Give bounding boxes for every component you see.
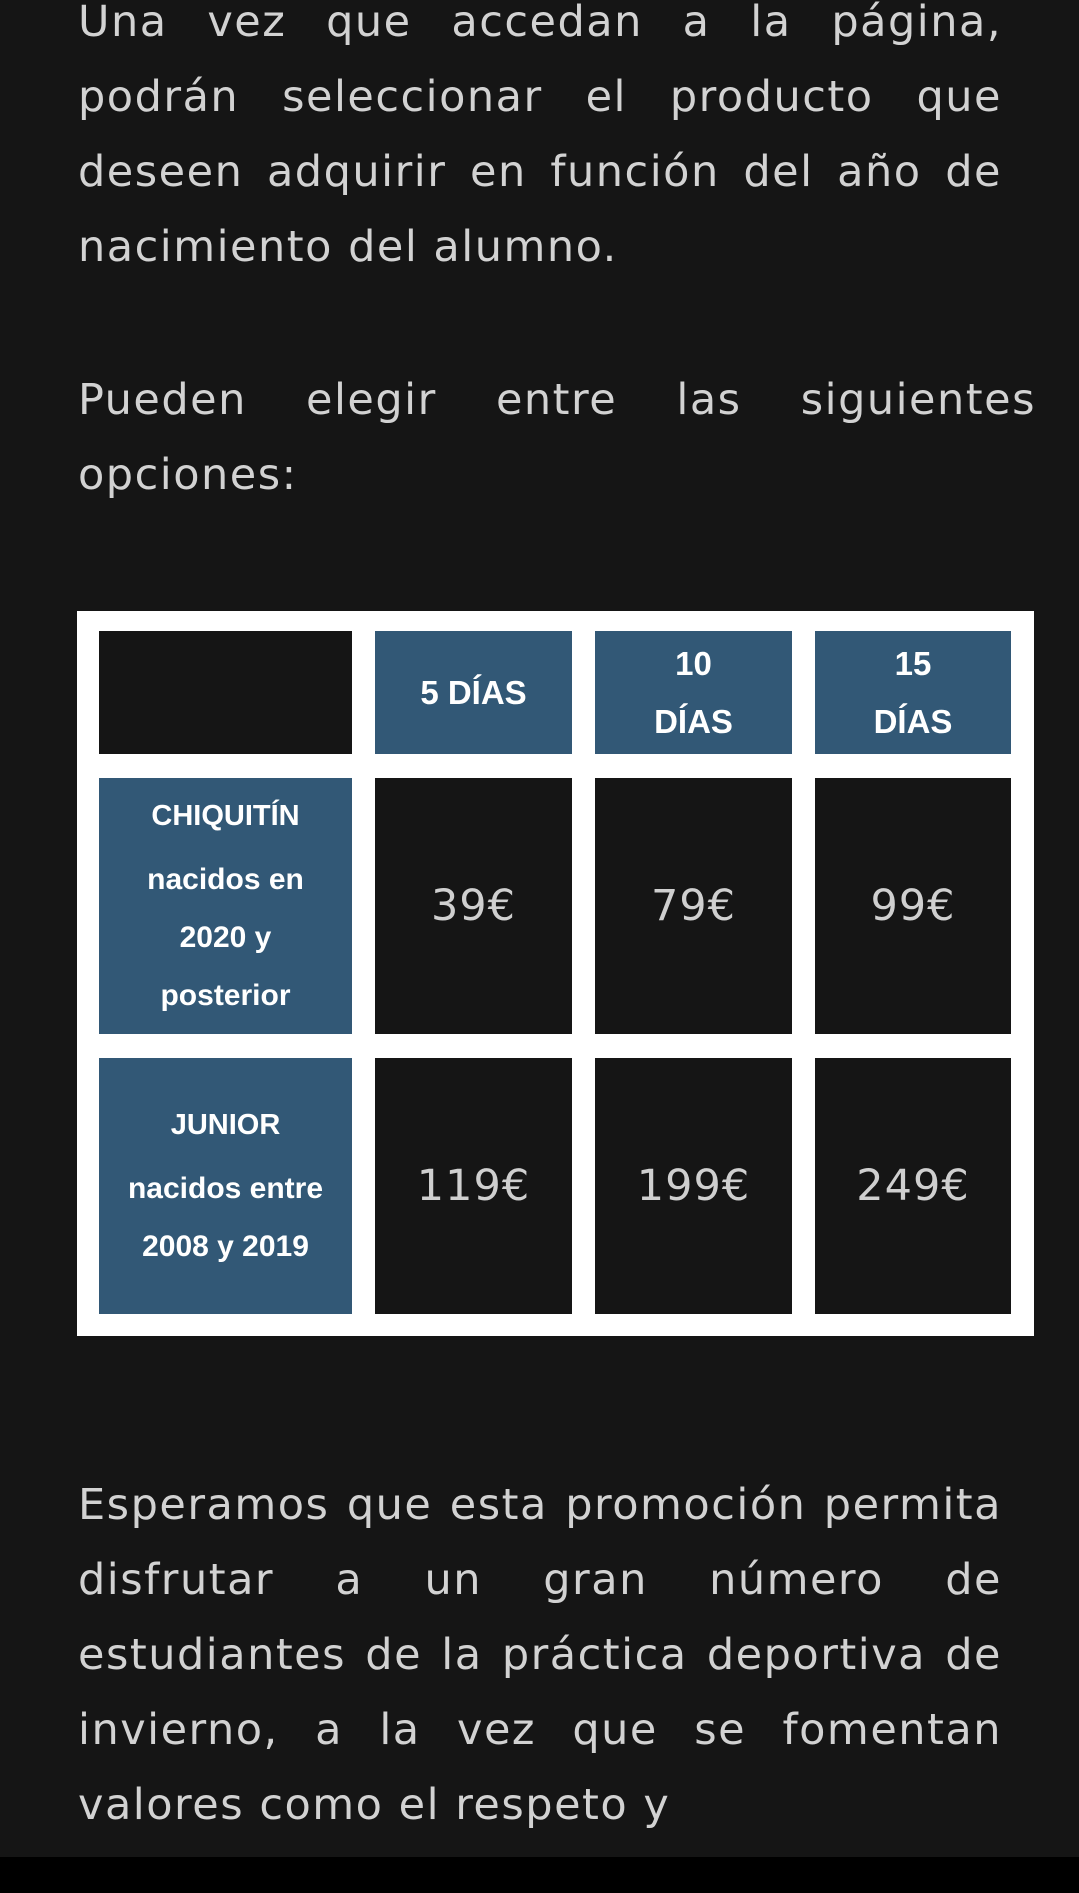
price-cell: 79€ [595,778,792,1034]
column-header-label: 10 DÍAS [654,644,733,740]
closing-paragraph: Esperamos que esta promoción permita dis… [78,1480,1002,1830]
price-cell: 119€ [375,1058,572,1314]
empty-corner-cell [99,631,352,754]
row-subtitle: nacidos entre 2008 y 2019 [127,1172,324,1263]
intro-paragraph: Una vez que accedan a la página, podrán … [78,0,1002,272]
row-title: CHIQUITÍN [151,800,300,832]
bottom-bar [0,1857,1079,1893]
column-header-label: 5 DÍAS [420,673,527,711]
price-cell: 99€ [815,778,1011,1034]
options-paragraph: Pueden elegir entre las siguientes opcio… [78,375,1036,500]
column-header-label: 15 DÍAS [873,644,953,740]
column-header-10-days: 10 DÍAS [595,631,792,754]
pricing-table: 5 DÍAS 10 DÍAS 15 DÍAS CHIQUITÍN nacidos… [77,611,1034,1336]
row-subtitle: nacidos en 2020 y posterior [147,863,304,1012]
row-title: JUNIOR [170,1109,281,1141]
row-header-junior: JUNIOR nacidos entre 2008 y 2019 [99,1058,352,1314]
row-header-chiquitin: CHIQUITÍN nacidos en 2020 y posterior [99,778,352,1034]
price-cell: 39€ [375,778,572,1034]
price-cell: 199€ [595,1058,792,1314]
column-header-5-days: 5 DÍAS [375,631,572,754]
price-cell: 249€ [815,1058,1011,1314]
column-header-15-days: 15 DÍAS [815,631,1011,754]
